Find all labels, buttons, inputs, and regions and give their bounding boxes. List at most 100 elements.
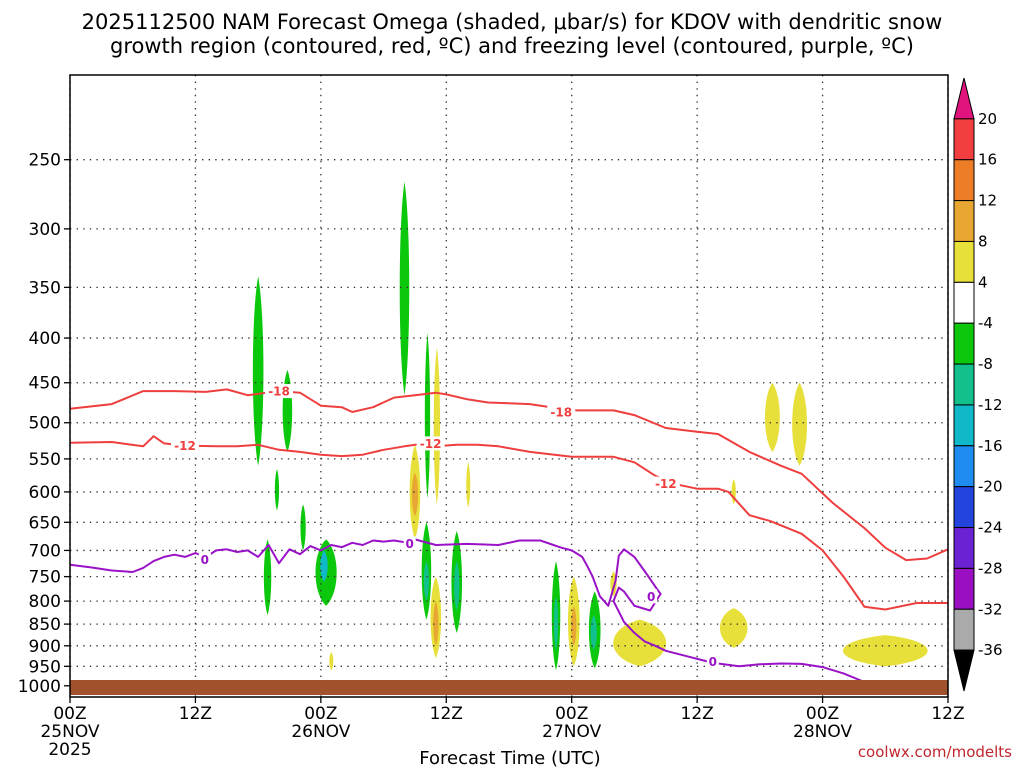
- dgz-contour--12-label-bg-1: [416, 436, 445, 451]
- plot-background: [70, 75, 948, 697]
- colorbar-tick--20: -20: [978, 478, 1003, 496]
- x-tick-date-6-0: 28NOV: [793, 722, 852, 742]
- x-tick-label-3: 12Z: [430, 704, 463, 724]
- colorbar-bin-16: [953, 118, 975, 161]
- x-tick-date-4-0: 27NOV: [542, 722, 601, 742]
- dgz-contour--18-label-bg-1: [547, 404, 576, 419]
- y-tick-label-700: 700: [29, 541, 61, 561]
- dgz-contour--12-label-0: -12: [174, 439, 196, 453]
- omega-cell-32: [842, 635, 928, 667]
- omega-cell-0: [252, 276, 264, 466]
- omega-cell-14: [553, 596, 559, 650]
- omega-cell-3: [263, 539, 272, 616]
- omega-cell-23: [329, 652, 334, 671]
- omega-cell-26: [613, 619, 667, 667]
- omega-shading: [252, 181, 928, 671]
- x-tick-date-2-0: 26NOV: [291, 722, 350, 742]
- colorbar: 20 16 12 8 4 -4 -8 -12 -16 -20 -24 -28 -32 -36: [953, 77, 1003, 692]
- freezing-level-contour-label-bg-3: [706, 654, 719, 669]
- plot-area: -18 -18 -12 -12 -12 0 0 0 0: [69, 74, 949, 698]
- dgz-contour--12-label-1: -12: [420, 437, 442, 451]
- y-tick-label-250: 250: [29, 151, 61, 171]
- dgz-contour--18-line: [69, 388, 949, 562]
- omega-cell-25: [571, 605, 577, 646]
- freezing-level-contour-label-bg-1: [403, 536, 416, 551]
- y-tick-label-550: 550: [29, 450, 61, 470]
- dgz-contour--12-line: [69, 435, 948, 611]
- colorbar-bin--36: [953, 608, 975, 651]
- colorbar-tick--36: -36: [978, 641, 1003, 659]
- freezing-level-contour-label-3: 0: [709, 655, 717, 669]
- omega-cell-21: [433, 601, 439, 646]
- colorbar-bin--4: [953, 281, 975, 324]
- colorbar-bin--16: [953, 404, 975, 447]
- plot-frame: [69, 74, 949, 698]
- freezing-level-contour-label-bg-2: [645, 589, 658, 604]
- x-tick-date-0-0: 25NOV: [40, 722, 99, 742]
- omega-cell-7: [399, 181, 410, 396]
- omega-cell-22: [466, 462, 471, 508]
- y-tick-label-900: 900: [29, 637, 61, 657]
- y-tick-label-800: 800: [29, 592, 61, 612]
- y-tick-label-750: 750: [29, 568, 61, 588]
- y-tick-label-400: 400: [29, 329, 61, 349]
- omega-cell-6: [320, 550, 328, 582]
- omega-cell-12: [454, 561, 460, 611]
- colorbar-tick--12: -12: [978, 396, 1003, 414]
- dgz-contour--18-label-0: -18: [268, 385, 290, 399]
- y-tick-label-600: 600: [29, 483, 61, 503]
- x-tick-label-1: 12Z: [179, 704, 212, 724]
- dgz-contour--12-label-bg-2: [651, 476, 680, 491]
- colorbar-tick--4: -4: [978, 314, 993, 332]
- x-tick-label-0: 00Z: [53, 704, 86, 724]
- contour-lines: -18 -18 -12 -12 -12 0 0 0 0: [69, 384, 949, 683]
- colorbar-bin--28: [953, 527, 975, 569]
- terrain-surface: [70, 680, 948, 695]
- x-tick-label-6: 00Z: [806, 704, 839, 724]
- colorbar-tick--32: -32: [978, 600, 1003, 618]
- omega-cell-10: [423, 561, 430, 602]
- freezing-level-contour-label-bg-0: [198, 552, 211, 567]
- y-tick-label-300: 300: [29, 220, 61, 240]
- freezing-level-contour-label-1: 0: [406, 537, 414, 551]
- colorbar-tick-8: 8: [978, 232, 988, 250]
- colorbar-tick-20: 20: [978, 110, 997, 128]
- y-tick-label-850: 850: [29, 615, 61, 635]
- colorbar-bin--8: [953, 322, 975, 365]
- colorbar-bin-12: [953, 159, 975, 202]
- credit-link[interactable]: coolwx.com/modelts: [858, 743, 1012, 761]
- y-axis: 2503003504004505005506006507007508008509…: [18, 151, 70, 697]
- colorbar-bin-8: [953, 200, 975, 242]
- y-tick-label-450: 450: [29, 374, 61, 394]
- omega-cell-31: [719, 608, 748, 648]
- colorbar-bin-4: [953, 240, 975, 283]
- colorbar-bin--12: [953, 363, 975, 406]
- colorbar-tick-12: 12: [978, 192, 997, 210]
- omega-cell-2: [274, 469, 280, 511]
- x-tick-label-5: 12Z: [681, 704, 714, 724]
- x-tick-label-2: 00Z: [304, 704, 337, 724]
- colorbar-bin--32: [953, 567, 975, 610]
- omega-cell-4: [300, 504, 306, 551]
- chart-title-line-1: 2025112500 NAM Forecast Omega (shaded, μ…: [82, 10, 943, 34]
- colorbar-bin--20: [953, 445, 975, 488]
- omega-cell-28: [764, 382, 780, 452]
- y-tick-label-650: 650: [29, 513, 61, 533]
- y-tick-label-950: 950: [29, 657, 61, 677]
- omega-cell-29: [792, 382, 807, 466]
- omega-cell-8: [424, 333, 431, 499]
- colorbar-tick--24: -24: [978, 519, 1003, 537]
- colorbar-tick-16: 16: [978, 151, 997, 169]
- omega-cell-19: [411, 472, 419, 517]
- dgz-contour--12-label-2: -12: [655, 477, 677, 491]
- x-tick-label-7: 12Z: [931, 704, 964, 724]
- chart-title-line-2: growth region (contoured, red, ºC) and f…: [110, 34, 914, 58]
- y-tick-label-350: 350: [29, 278, 61, 298]
- colorbar-arrow-bottom: [953, 649, 975, 692]
- x-axis-label: Forecast Time (UTC): [419, 748, 600, 768]
- x-tick-label-4: 00Z: [555, 704, 588, 724]
- dgz-contour--12-label-bg-0: [170, 438, 199, 453]
- y-tick-label-1000: 1000: [18, 677, 61, 697]
